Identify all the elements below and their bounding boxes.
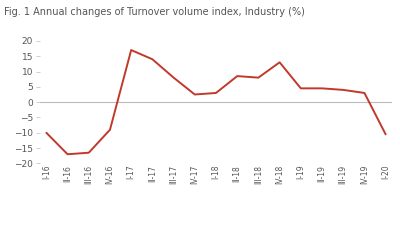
Text: Fig. 1 Annual changes of Turnover volume index, Industry (%): Fig. 1 Annual changes of Turnover volume… (4, 7, 305, 17)
